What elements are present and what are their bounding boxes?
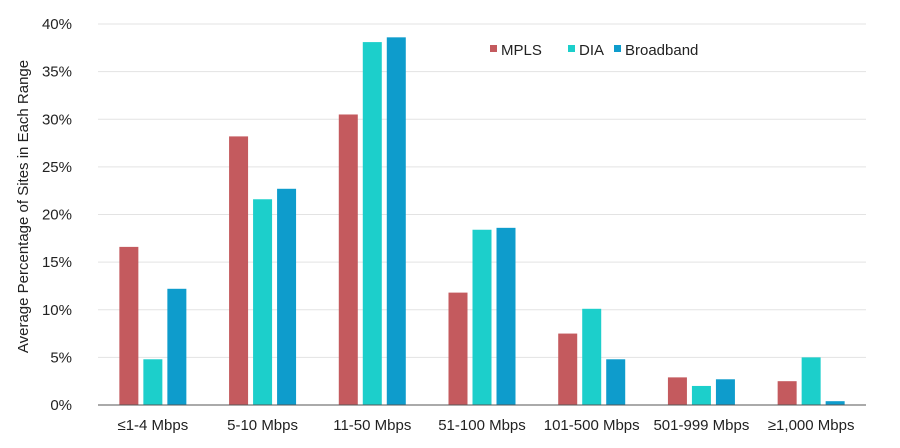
x-tick-label: ≥1,000 Mbps — [768, 417, 855, 434]
x-tick-label: 501-999 Mbps — [653, 417, 749, 434]
bar-dia-2 — [362, 42, 382, 405]
y-tick-label: 5% — [50, 349, 72, 366]
y-tick-label: 35% — [42, 64, 72, 81]
bar-mpls-5 — [667, 377, 687, 405]
legend-swatch-broadband — [614, 45, 621, 52]
bar-mpls-2 — [338, 114, 358, 406]
x-tick-label: 11-50 Mbps — [333, 417, 411, 434]
y-tick-label: 25% — [42, 159, 72, 176]
legend-swatch-mpls — [490, 45, 497, 52]
y-tick-label: 15% — [42, 254, 72, 271]
y-tick-label: 0% — [50, 397, 72, 414]
bar-dia-0 — [143, 359, 163, 405]
x-axis-ticks: ≤1-4 Mbps 5-10 Mbps 11-50 Mbps 51-100 Mbps 1… — [117, 417, 854, 434]
bar-mpls-1 — [229, 136, 249, 405]
bars — [119, 37, 845, 406]
y-tick-label: 40% — [42, 16, 72, 33]
bar-mpls-0 — [119, 246, 139, 405]
x-tick-label: 51-100 Mbps — [438, 417, 526, 434]
legend-label-mpls: MPLS — [501, 42, 542, 59]
bar-dia-4 — [582, 308, 602, 405]
legend-swatch-dia — [568, 45, 575, 52]
bar-broadband-3 — [496, 227, 516, 405]
y-axis-title: Average Percentage of Sites in Each Rang… — [15, 60, 32, 353]
x-tick-label: ≤1-4 Mbps — [117, 417, 188, 434]
bar-broadband-2 — [386, 37, 406, 406]
y-axis-ticks: 0% 5% 10% 15% 20% 25% 30% 35% 40% — [42, 16, 72, 414]
bar-mpls-3 — [448, 292, 468, 405]
x-tick-label: 101-500 Mbps — [544, 417, 640, 434]
bar-dia-1 — [253, 199, 273, 405]
bar-broadband-1 — [277, 188, 297, 405]
y-tick-label: 10% — [42, 302, 72, 319]
bar-mpls-6 — [777, 381, 797, 405]
bar-mpls-4 — [558, 333, 578, 405]
legend: MPLS DIA Broadband — [490, 42, 698, 59]
bar-broadband-0 — [167, 288, 187, 405]
legend-label-dia: DIA — [579, 42, 604, 59]
bar-broadband-5 — [715, 379, 735, 405]
bar-broadband-6 — [825, 401, 845, 405]
y-tick-label: 20% — [42, 207, 72, 224]
y-tick-label: 30% — [42, 111, 72, 128]
x-tick-label: 5-10 Mbps — [227, 417, 298, 434]
bar-dia-5 — [691, 385, 711, 405]
bar-dia-3 — [472, 229, 492, 405]
legend-label-broadband: Broadband — [625, 42, 698, 59]
bar-dia-6 — [801, 357, 821, 405]
bar-broadband-4 — [606, 359, 626, 405]
